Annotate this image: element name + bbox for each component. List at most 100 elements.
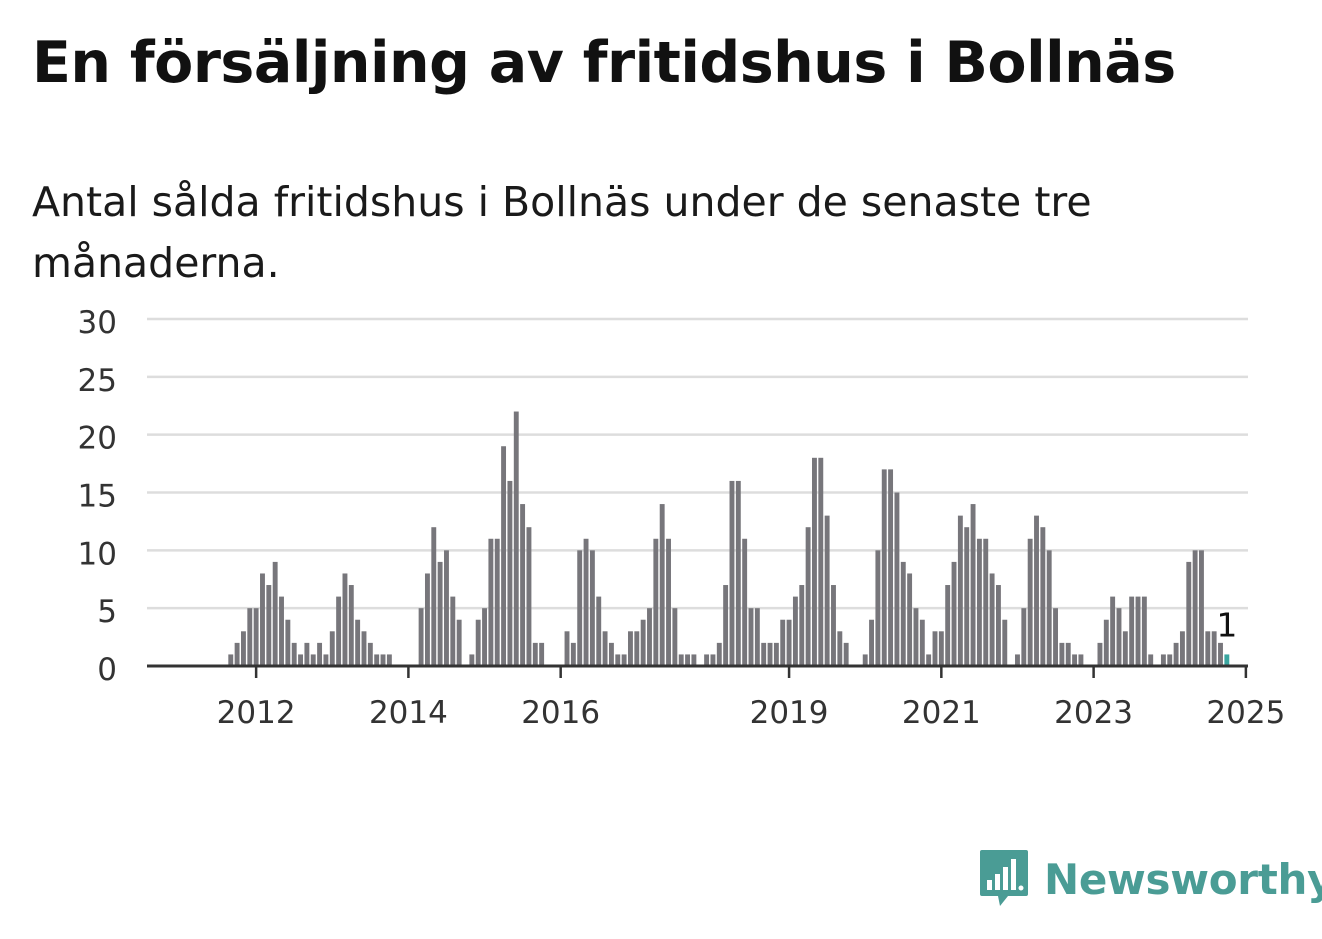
bar [488, 538, 494, 666]
y-tick-label: 15 [78, 479, 117, 515]
bar [494, 538, 500, 666]
bar [831, 585, 836, 666]
bar [647, 608, 652, 666]
bar [1135, 596, 1141, 666]
bar [1027, 538, 1033, 666]
bar [317, 642, 323, 666]
bar [1046, 550, 1052, 666]
bar [799, 585, 805, 666]
bar [596, 596, 602, 666]
bar [805, 527, 811, 666]
bar [608, 642, 614, 666]
bar [1160, 654, 1166, 666]
x-tick-label: 2012 [217, 695, 296, 731]
bar [989, 573, 995, 666]
bar [291, 642, 297, 666]
bar [1148, 654, 1154, 666]
bar [234, 642, 240, 666]
x-tick-label: 2014 [369, 695, 448, 731]
bar [329, 631, 335, 666]
bar [1078, 654, 1084, 666]
bar [482, 608, 487, 666]
bar [1122, 631, 1128, 666]
bar [1053, 608, 1058, 666]
bar [501, 446, 507, 666]
bar [564, 631, 570, 666]
data-labels: 1 [1216, 605, 1237, 644]
bar [691, 654, 697, 666]
bar [1173, 642, 1179, 666]
bar [1015, 654, 1020, 666]
bar [926, 654, 932, 666]
bar [1002, 619, 1008, 666]
bar [304, 642, 310, 666]
bar [869, 619, 874, 666]
bar [342, 573, 348, 666]
x-tick-label: 2021 [902, 695, 981, 731]
bar [298, 654, 303, 666]
bar [1141, 596, 1147, 666]
bar [1097, 642, 1103, 666]
bar [285, 619, 291, 666]
y-axis-tick-labels: 0 5 10 15 20 25 30 [78, 305, 117, 688]
y-tick-label: 5 [97, 594, 117, 630]
bar [1116, 608, 1122, 666]
bar [431, 527, 437, 666]
bar [710, 654, 716, 666]
bar [907, 573, 913, 666]
x-tick-label: 2019 [750, 695, 829, 731]
bar [995, 585, 1001, 666]
x-axis-tick-labels: 2012 2014 2016 2019 2021 2023 2025 [217, 666, 1285, 731]
newsworthy-logo[interactable]: Newsworthy [978, 847, 1322, 911]
grid-lines [147, 317, 1248, 610]
x-tick-label: 2016 [521, 695, 600, 731]
bar [532, 642, 538, 666]
bar [247, 608, 253, 666]
bar [348, 585, 354, 666]
bar [386, 654, 392, 666]
chart-subtitle: Antal sålda fritidshus i Bollnäs under d… [32, 178, 1092, 287]
bar [837, 631, 843, 666]
bar [450, 596, 456, 666]
y-tick-label: 10 [78, 536, 117, 572]
bar [260, 573, 265, 666]
bar [355, 619, 361, 666]
bar [634, 631, 640, 666]
bar [1129, 596, 1135, 666]
bar [1110, 596, 1116, 666]
bar [272, 561, 278, 666]
bar [938, 631, 944, 666]
bar [336, 596, 342, 666]
bar [754, 608, 760, 666]
bar [570, 642, 576, 666]
bar [323, 654, 329, 666]
bar [1192, 550, 1198, 666]
bar [520, 504, 526, 666]
bar [1072, 654, 1078, 666]
bar [374, 654, 380, 666]
bar [932, 631, 938, 666]
bar [666, 538, 671, 666]
bar [976, 538, 982, 666]
bar [621, 654, 627, 666]
bar [888, 469, 894, 666]
x-tick-label: 2025 [1206, 695, 1285, 731]
bar [792, 596, 798, 666]
bar [539, 642, 545, 666]
bar [1021, 608, 1027, 666]
bar [361, 631, 367, 666]
bar [1211, 631, 1217, 666]
bar [881, 469, 887, 666]
bar [964, 527, 970, 666]
bar-highlight [1224, 654, 1230, 666]
x-tick-label: 2023 [1054, 695, 1133, 731]
bar [266, 585, 272, 666]
y-tick-label: 30 [78, 305, 117, 341]
bar [279, 596, 284, 666]
bar [253, 608, 259, 666]
bar [367, 642, 373, 666]
y-tick-label: 25 [78, 363, 117, 399]
bar [945, 585, 951, 666]
bar [513, 411, 519, 666]
